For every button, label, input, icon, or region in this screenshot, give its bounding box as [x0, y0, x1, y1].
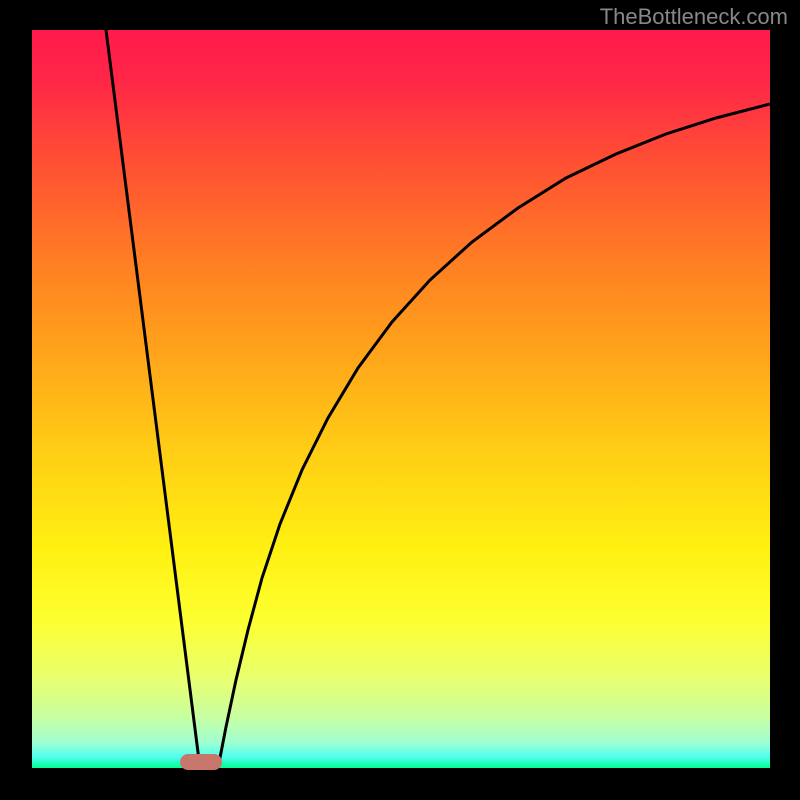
chart-container: TheBottleneck.com — [0, 0, 800, 800]
bottleneck-marker — [180, 754, 222, 770]
plot-area — [32, 30, 770, 768]
watermark-text: TheBottleneck.com — [600, 4, 788, 30]
gradient-background — [32, 30, 770, 768]
